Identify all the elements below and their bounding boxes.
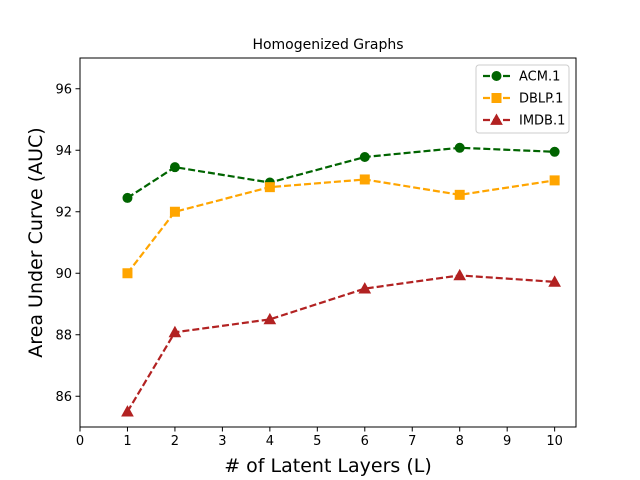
- x-tick-label: 6: [361, 434, 369, 449]
- plot-area: 0 1 2 3 4 5 6 7 8 9 10 86 88 90 92 94 96 ACM.1 DBLP.1 IMDB.…: [55, 57, 577, 449]
- x-tick-label: 3: [218, 434, 226, 449]
- legend-label-imdb-1: IMDB.1: [519, 114, 565, 129]
- data-point-imdb-1: [121, 405, 134, 417]
- data-point-imdb-1: [358, 282, 372, 294]
- y-axis-label: Area Under Curve (AUC): [25, 127, 47, 357]
- x-tick-label: 1: [123, 434, 131, 449]
- data-point-dblp-1: [549, 175, 560, 186]
- data-point-acm-1: [169, 162, 180, 173]
- y-tick-label: 86: [55, 390, 72, 405]
- data-point-dblp-1: [264, 182, 275, 193]
- legend-marker-acm-1: [491, 71, 502, 81]
- legend-marker-dblp-1: [491, 93, 502, 103]
- y-tick-label: 88: [55, 328, 72, 343]
- legend-label-dblp-1: DBLP.1: [519, 92, 563, 107]
- series-line-dblp-1: [126, 178, 555, 274]
- data-point-acm-1: [454, 142, 465, 153]
- x-tick-label: 8: [456, 434, 464, 449]
- data-point-imdb-1: [548, 275, 561, 287]
- x-tick-label: 0: [76, 434, 84, 449]
- data-point-acm-1: [359, 152, 370, 163]
- data-point-imdb-1: [263, 312, 277, 325]
- data-point-acm-1: [549, 146, 560, 157]
- x-tick-label: 4: [266, 434, 274, 449]
- x-tick-label: 2: [171, 434, 179, 449]
- data-point-dblp-1: [454, 189, 465, 200]
- chart-title: Homogenized Graphs: [252, 37, 403, 53]
- x-tick-label: 7: [408, 434, 416, 449]
- series-line-acm-1: [126, 146, 555, 199]
- series-dblp-1: [122, 174, 560, 279]
- data-point-dblp-1: [169, 206, 180, 217]
- x-tick-label: 5: [313, 434, 321, 449]
- x-axis-label: # of Latent Layers (L): [224, 455, 432, 477]
- data-point-imdb-1: [453, 268, 467, 281]
- x-tick-label: 10: [546, 434, 563, 449]
- legend-label-acm-1: ACM.1: [519, 70, 560, 85]
- x-tick-label: 9: [503, 434, 511, 449]
- data-point-dblp-1: [122, 268, 133, 279]
- legend: ACM.1 DBLP.1 IMDB.1: [475, 64, 570, 134]
- y-tick-label: 96: [55, 82, 72, 97]
- y-tick-label: 92: [55, 205, 72, 220]
- y-tick-label: 94: [55, 144, 72, 159]
- y-tick-label: 90: [55, 267, 72, 282]
- plot-frame: [79, 57, 577, 428]
- series-imdb-1: [121, 268, 561, 417]
- legend-marker-imdb-1: [490, 113, 503, 125]
- data-point-acm-1: [122, 192, 133, 203]
- data-point-imdb-1: [168, 325, 182, 338]
- data-point-dblp-1: [359, 174, 370, 185]
- legend-box: [475, 64, 570, 134]
